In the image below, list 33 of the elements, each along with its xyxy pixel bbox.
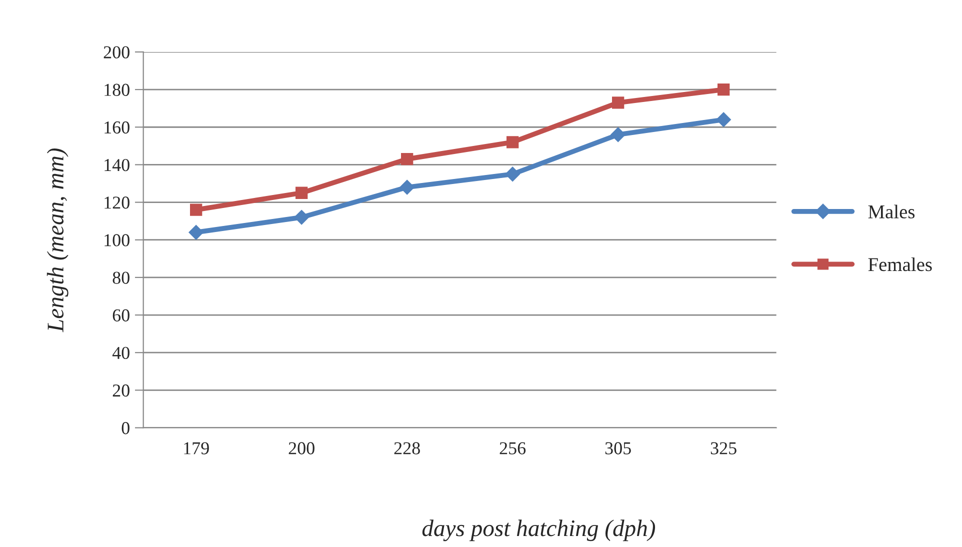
legend-label: Males: [868, 204, 915, 218]
point: [612, 96, 624, 109]
x-tick-label: 200: [288, 442, 314, 454]
x-tick-label: 325: [710, 442, 736, 454]
y-tick-label: 0: [122, 422, 130, 434]
x-axis-title: days post hatching (dph): [422, 520, 656, 542]
point: [505, 166, 520, 182]
y-tick-label: 100: [104, 234, 130, 246]
point: [296, 186, 308, 199]
y-tick-label: 20: [112, 384, 130, 397]
y-tick-label: 120: [104, 196, 130, 209]
point: [718, 83, 730, 96]
point: [294, 210, 309, 225]
y-tick-label: 40: [112, 346, 130, 360]
y-tick-label: 60: [112, 309, 130, 322]
point: [401, 152, 414, 166]
y-axis-title: Length (mean, mm): [46, 148, 68, 332]
point: [610, 127, 626, 142]
point: [716, 112, 731, 127]
x-tick-label: 179: [184, 442, 209, 454]
point: [400, 180, 414, 195]
y-tick-label: 160: [104, 121, 130, 134]
y-tick-label: 180: [104, 84, 130, 96]
legend-label: Females: [868, 257, 932, 272]
point: [188, 224, 204, 240]
point: [506, 136, 519, 148]
x-tick-label: 305: [605, 442, 631, 454]
y-tick-label: 200: [104, 46, 130, 58]
point: [190, 204, 202, 216]
x-tick-label: 256: [500, 442, 526, 454]
y-tick-label: 140: [104, 158, 130, 172]
y-tick-label: 80: [112, 272, 130, 284]
x-tick-label: 228: [394, 442, 420, 454]
